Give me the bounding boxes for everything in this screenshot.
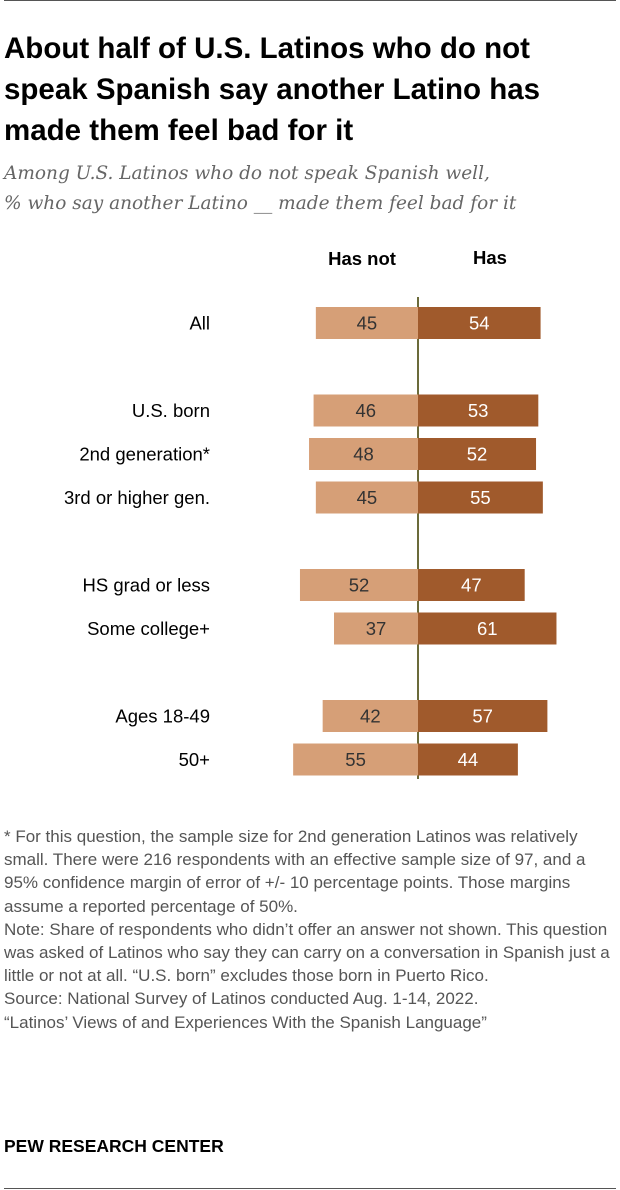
- bar-has: [418, 438, 537, 470]
- value-label-has: 57: [472, 706, 493, 727]
- bar-has: [418, 481, 543, 514]
- value-label-has-not: 45: [357, 313, 378, 334]
- report-title: “Latinos’ Views of and Experiences With …: [4, 1012, 487, 1032]
- value-label-has-not: 42: [360, 706, 381, 727]
- bar-has: [418, 307, 541, 339]
- bar-has-not: [315, 481, 418, 514]
- value-label-has: 61: [477, 618, 498, 639]
- category-label: All: [189, 313, 210, 334]
- bar-has-not: [293, 743, 418, 776]
- category-label: 2nd generation*: [79, 444, 210, 465]
- category-label: Some college+: [87, 618, 210, 639]
- chart-title: About half of U.S. Latinos who do not sp…: [4, 32, 541, 147]
- subtitle-line-1: Among U.S. Latinos who do not speak Span…: [4, 163, 490, 184]
- brand-logo-text: PEW RESEARCH CENTER: [4, 1136, 224, 1156]
- value-label-has-not: 37: [366, 618, 387, 639]
- value-label-has: 44: [458, 749, 479, 770]
- bar-has: [418, 700, 548, 732]
- category-label: 3rd or higher gen.: [64, 487, 210, 508]
- bar-has-not: [313, 394, 418, 427]
- diverging-bar-chart: Has not Has All 45 54 U.S. born 46 53 2nd genera…: [64, 247, 557, 779]
- chart-subtitle: Among U.S. Latinos who do not speak Span…: [4, 159, 616, 219]
- subtitle-line-2: % who say another Latino __ made them fe…: [4, 193, 517, 214]
- value-label-has-not: 52: [349, 575, 370, 596]
- header-has: Has: [473, 247, 507, 268]
- value-label-has: 52: [467, 444, 488, 465]
- bar-has: [418, 743, 518, 776]
- value-label-has-not: 45: [357, 487, 378, 508]
- value-label-has-not: 46: [356, 400, 377, 421]
- category-label: HS grad or less: [83, 575, 211, 596]
- source-text: Source: National Survey of Latinos condu…: [4, 989, 479, 1009]
- bar-has-not: [322, 700, 418, 732]
- bar-has-not: [299, 569, 418, 601]
- category-label: Ages 18-49: [115, 706, 210, 727]
- category-label: U.S. born: [132, 400, 210, 421]
- value-label-has: 54: [469, 313, 490, 334]
- bar-has-not: [309, 438, 418, 470]
- bar-has: [418, 394, 539, 427]
- footnote: * For this question, the sample size for…: [4, 827, 586, 916]
- bar-has-not: [315, 307, 418, 339]
- value-label-has: 53: [468, 400, 489, 421]
- value-label-has: 47: [461, 575, 482, 596]
- notes-block: * For this question, the sample size for…: [4, 825, 616, 1034]
- bar-has: [418, 569, 525, 601]
- category-label: 50+: [179, 749, 210, 770]
- note-text: Note: Share of respondents who didn’t of…: [4, 919, 610, 986]
- bar-has: [418, 612, 557, 645]
- bar-has-not: [334, 612, 418, 645]
- header-has-not: Has not: [328, 248, 396, 269]
- value-label-has-not: 55: [345, 749, 366, 770]
- value-label-has-not: 48: [353, 444, 374, 465]
- bottom-rule: [4, 1188, 616, 1189]
- value-label-has: 55: [470, 487, 491, 508]
- top-rule: [4, 0, 616, 1]
